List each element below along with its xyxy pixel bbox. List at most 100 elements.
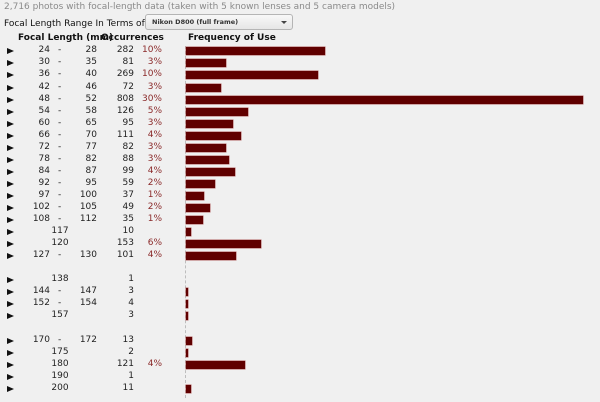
expand-arrow-icon[interactable]	[7, 169, 14, 175]
focal-length-low: 170	[32, 335, 50, 345]
percentage: 4%	[147, 166, 162, 176]
range-dash: -	[58, 142, 62, 152]
percentage: 1%	[147, 214, 162, 224]
occurrence-count: 81	[122, 57, 134, 67]
occurrence-count: 13	[122, 335, 134, 345]
camera-select-value: Nikon D800 (full frame)	[152, 18, 239, 26]
focal-length-low: 60	[38, 118, 50, 128]
expand-arrow-icon[interactable]	[7, 350, 14, 356]
table-row: 144- 147 3	[0, 286, 600, 298]
focal-length-high: 35	[85, 57, 97, 67]
range-dash: -	[58, 166, 62, 176]
expand-arrow-icon[interactable]	[7, 48, 14, 54]
focal-length-low: 24	[38, 45, 50, 55]
focal-length-low: 108	[32, 214, 50, 224]
percentage: 3%	[147, 142, 162, 152]
focal-length-high: 112	[79, 214, 97, 224]
table-row: 117 10	[0, 226, 600, 238]
occurrence-count: 3	[128, 310, 134, 320]
focal-length-low: 144	[32, 286, 50, 296]
focal-length-value: 117	[51, 226, 69, 236]
expand-arrow-icon[interactable]	[7, 72, 14, 78]
occurrence-count: 88	[122, 154, 134, 164]
percentage: 2%	[147, 202, 162, 212]
expand-arrow-icon[interactable]	[7, 313, 14, 319]
table-row: 108- 112 35 1%	[0, 214, 600, 226]
occurrence-count: 808	[116, 94, 134, 104]
occurrence-count: 35	[122, 214, 134, 224]
percentage: 10%	[141, 45, 162, 55]
expand-arrow-icon[interactable]	[7, 374, 14, 380]
table-row: 180 121 4%	[0, 359, 600, 371]
expand-arrow-icon[interactable]	[7, 253, 14, 259]
occurrence-count: 37	[122, 190, 134, 200]
frequency-bar	[186, 349, 188, 357]
table-row: 190 1	[0, 371, 600, 383]
expand-arrow-icon[interactable]	[7, 289, 14, 295]
table-row: 127- 130 101 4%	[0, 250, 600, 262]
frequency-bar	[186, 216, 203, 224]
focal-length-low: 36	[38, 69, 50, 79]
expand-arrow-icon[interactable]	[7, 241, 14, 247]
frequency-bar	[186, 120, 233, 128]
camera-select-dropdown[interactable]: Nikon D800 (full frame)	[145, 14, 293, 30]
expand-arrow-icon[interactable]	[7, 338, 14, 344]
expand-arrow-icon[interactable]	[7, 386, 14, 392]
percentage: 3%	[147, 82, 162, 92]
range-label: Focal Length Range In Terms of:	[4, 19, 148, 29]
expand-arrow-icon[interactable]	[7, 121, 14, 127]
expand-arrow-icon[interactable]	[7, 109, 14, 115]
range-dash: -	[58, 57, 62, 67]
expand-arrow-icon[interactable]	[7, 97, 14, 103]
header-focal-length: Focal Length (mm)	[18, 33, 114, 43]
frequency-bar	[186, 168, 235, 176]
occurrence-count: 101	[116, 250, 134, 260]
chevron-down-icon	[281, 21, 287, 24]
occurrence-count: 126	[116, 106, 134, 116]
focal-length-high: 70	[85, 130, 97, 140]
expand-arrow-icon[interactable]	[7, 217, 14, 223]
table-row: 97- 100 37 1%	[0, 190, 600, 202]
expand-arrow-icon[interactable]	[7, 205, 14, 211]
focal-length-high: 77	[85, 142, 97, 152]
table-row: 78- 82 88 3%	[0, 154, 600, 166]
expand-arrow-icon[interactable]	[7, 157, 14, 163]
focal-length-high: 154	[79, 298, 97, 308]
frequency-bar	[186, 59, 226, 67]
table-row: 120 153 6%	[0, 238, 600, 250]
occurrence-count: 99	[122, 166, 134, 176]
range-dash: -	[58, 106, 62, 116]
expand-arrow-icon[interactable]	[7, 301, 14, 307]
expand-arrow-icon[interactable]	[7, 229, 14, 235]
table-row: 72- 77 82 3%	[0, 142, 600, 154]
frequency-bar	[186, 108, 248, 116]
focal-length-value: 175	[51, 347, 69, 357]
expand-arrow-icon[interactable]	[7, 85, 14, 91]
occurrence-count: 95	[122, 118, 134, 128]
expand-arrow-icon[interactable]	[7, 181, 14, 187]
occurrence-count: 10	[122, 226, 134, 236]
range-dash: -	[58, 69, 62, 79]
header-occurrences: Occurrences	[101, 33, 164, 43]
expand-arrow-icon[interactable]	[7, 145, 14, 151]
occurrence-count: 121	[116, 359, 134, 369]
table-row: 92- 95 59 2%	[0, 178, 600, 190]
table-row: 42- 46 72 3%	[0, 82, 600, 94]
focal-length-high: 147	[79, 286, 97, 296]
expand-arrow-icon[interactable]	[7, 362, 14, 368]
expand-arrow-icon[interactable]	[7, 277, 14, 283]
occurrence-count: 82	[122, 142, 134, 152]
range-dash: -	[58, 130, 62, 140]
table-row: 24- 28 282 10%	[0, 45, 600, 57]
frequency-bar	[186, 385, 191, 393]
expand-arrow-icon[interactable]	[7, 193, 14, 199]
range-dash: -	[58, 118, 62, 128]
expand-arrow-icon[interactable]	[7, 133, 14, 139]
table-row: 84- 87 99 4%	[0, 166, 600, 178]
focal-length-low: 84	[38, 166, 50, 176]
table-row: 60- 65 95 3%	[0, 118, 600, 130]
expand-arrow-icon[interactable]	[7, 60, 14, 66]
focal-length-high: 95	[85, 178, 97, 188]
occurrence-count: 111	[116, 130, 134, 140]
focal-length-low: 72	[38, 142, 50, 152]
